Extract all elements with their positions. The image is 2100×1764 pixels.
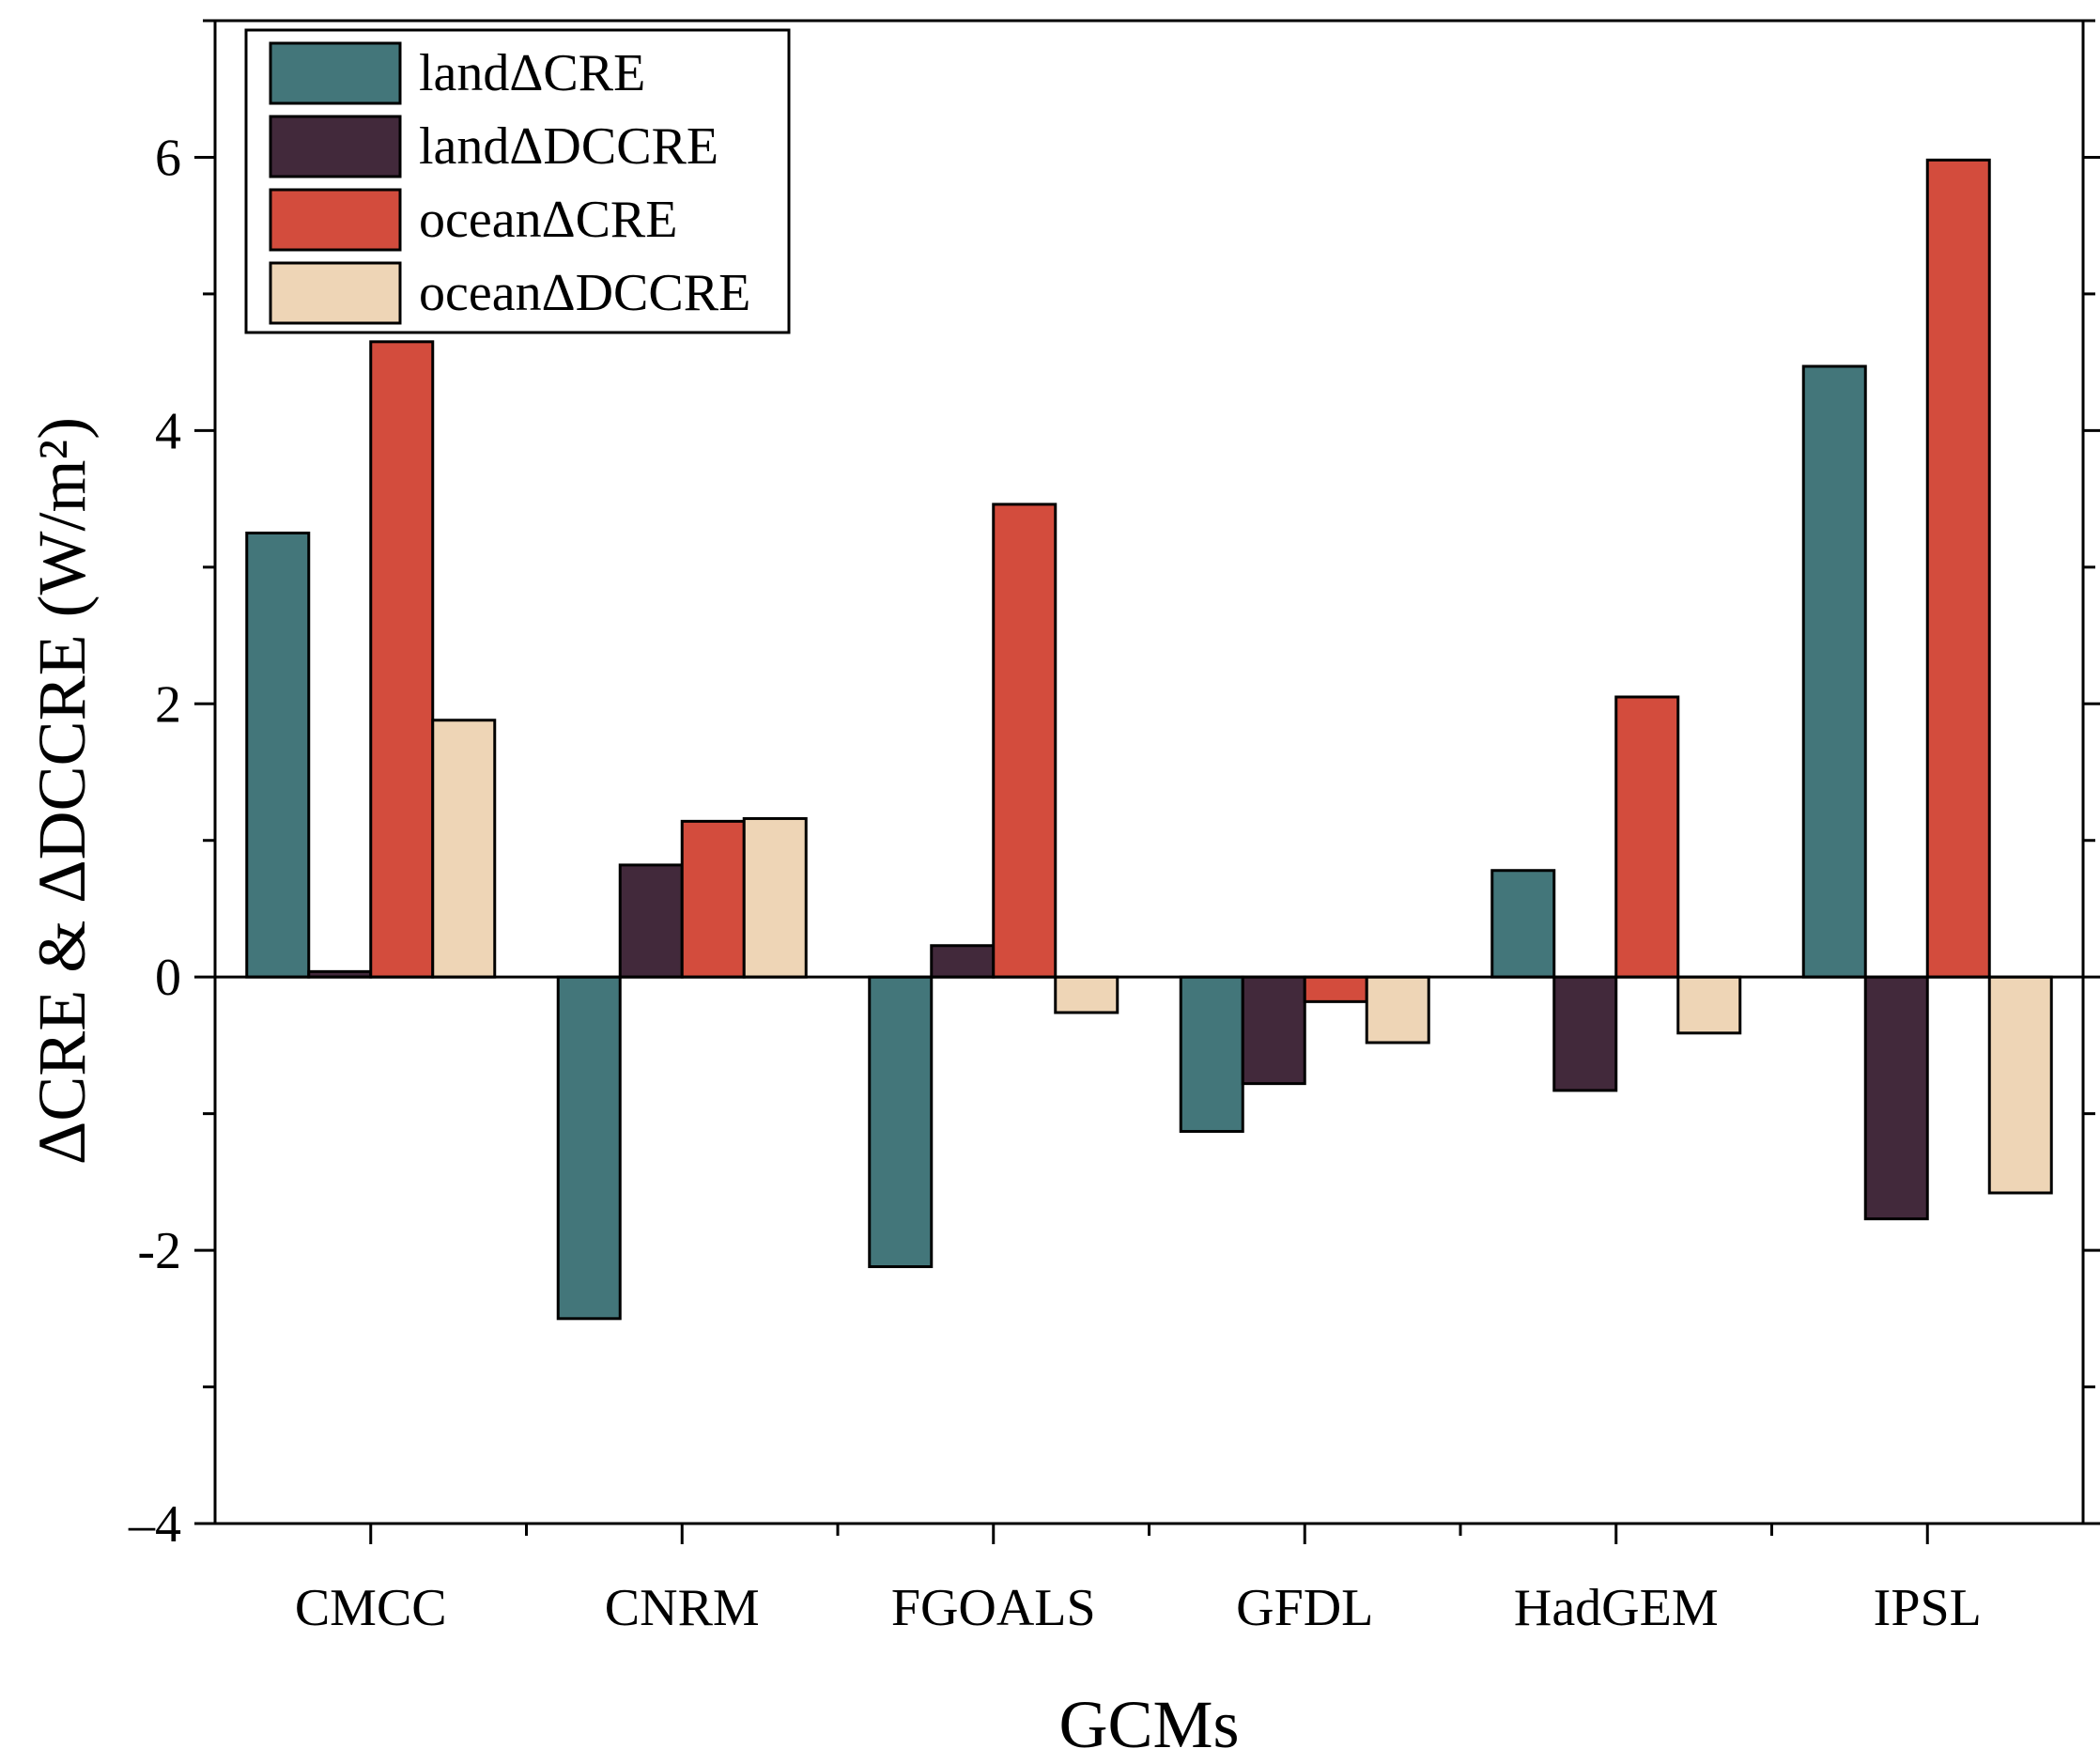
bar-hadgem-1 — [1552, 975, 1618, 1092]
bar-fgoals-2 — [992, 503, 1058, 979]
legend-label: oceanΔCRE — [419, 191, 678, 249]
legend-label: oceanΔDCCRE — [419, 264, 750, 322]
legend-label: landΔDCCRE — [419, 117, 718, 176]
bar-cmcc-0 — [245, 531, 311, 979]
x-tick-label: FGOALS — [891, 1579, 1096, 1637]
bar-ipsl-0 — [1801, 364, 1867, 979]
legend-swatch — [269, 41, 402, 105]
y-tick-label: 4 — [155, 402, 181, 460]
x-tick-label: HadGEM — [1514, 1579, 1719, 1637]
bar-ipsl-1 — [1863, 975, 1929, 1221]
y-axis: –4 -2 0 2 4 6 — [128, 19, 2100, 1554]
legend-swatch — [269, 261, 402, 325]
legend-label: landΔCRE — [419, 44, 645, 102]
y-tick-label: -2 — [137, 1222, 181, 1280]
x-axis-title: GCMs — [1058, 1687, 1239, 1762]
bar-gfdl-1 — [1241, 975, 1306, 1086]
legend: landΔCRE landΔDCCRE oceanΔCRE oceanΔDCCRE — [244, 28, 791, 334]
y-tick-label: –4 — [128, 1495, 181, 1554]
x-tick-label: GFDL — [1236, 1579, 1373, 1637]
bar-cnrm-3 — [742, 816, 808, 979]
x-axis: CMCC CNRM FGOALS GFDL HadGEM IPSL — [295, 1524, 1982, 1637]
bar-gfdl-2 — [1303, 975, 1368, 1003]
bar-cnrm-1 — [618, 863, 684, 979]
x-tick-label: CNRM — [605, 1579, 760, 1637]
bar-ipsl-3 — [1987, 975, 2053, 1195]
bar-fgoals-1 — [930, 944, 996, 979]
bar-cnrm-0 — [556, 975, 622, 1321]
y-axis-title: ΔCRE & ΔDCCRE (W/m²) — [24, 417, 100, 1165]
legend-swatch — [269, 115, 402, 178]
bar-cmcc-2 — [369, 340, 435, 979]
legend-swatch — [269, 188, 402, 252]
y-tick-label: 0 — [155, 949, 181, 1007]
y-tick-label: 2 — [155, 675, 181, 734]
x-tick-label: IPSL — [1874, 1579, 1982, 1637]
bar-ipsl-2 — [1925, 158, 1991, 979]
bar-gfdl-0 — [1179, 975, 1244, 1134]
bar-cmcc-3 — [431, 719, 497, 979]
bar-fgoals-3 — [1054, 975, 1119, 1014]
bar-gfdl-3 — [1365, 975, 1430, 1044]
bar-hadgem-2 — [1614, 695, 1680, 979]
bar-fgoals-0 — [868, 975, 934, 1269]
y-tick-label: 6 — [155, 129, 181, 187]
bar-hadgem-0 — [1490, 869, 1556, 979]
bar-hadgem-3 — [1676, 975, 1742, 1035]
bar-cnrm-2 — [680, 819, 746, 979]
x-tick-label: CMCC — [295, 1579, 447, 1637]
bars-group — [245, 158, 2053, 1321]
